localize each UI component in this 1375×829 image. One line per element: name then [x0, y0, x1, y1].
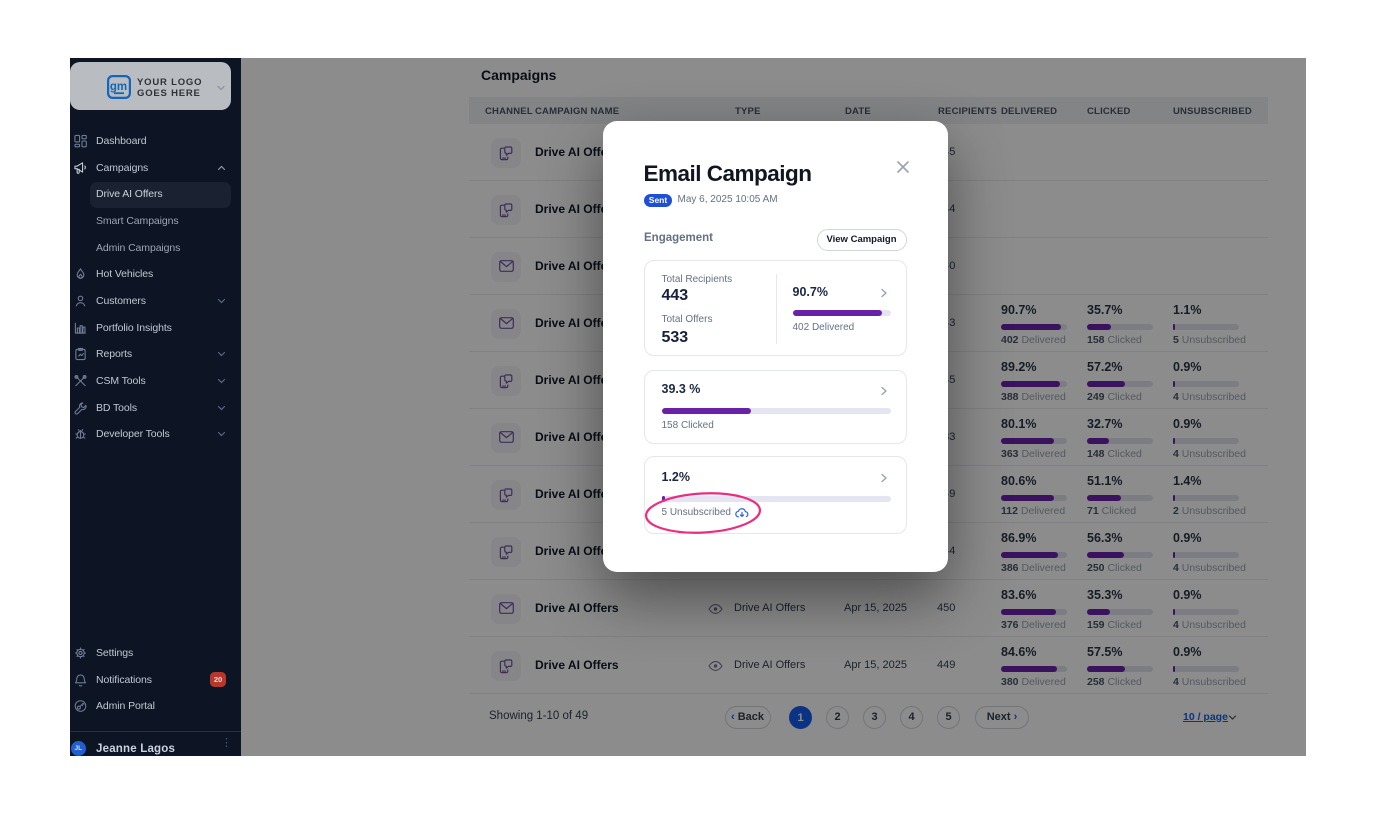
svg-text:gm: gm: [109, 80, 126, 92]
